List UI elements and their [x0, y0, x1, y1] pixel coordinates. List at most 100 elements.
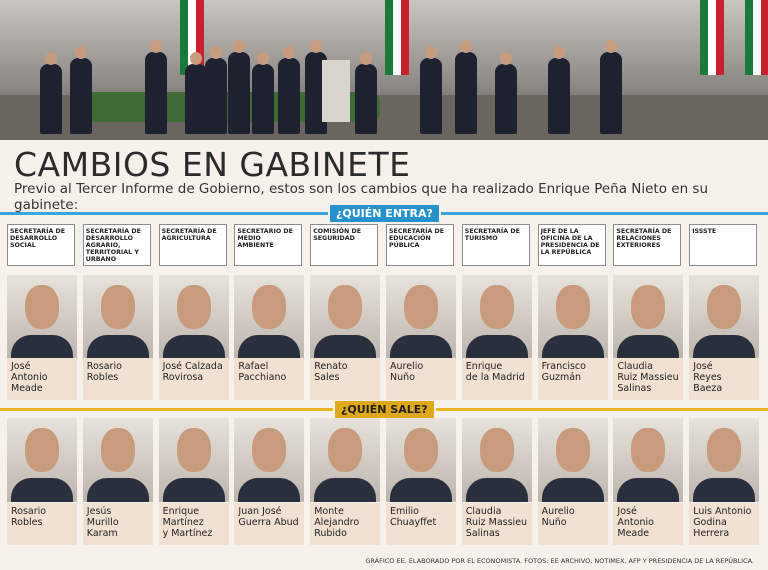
portrait-body — [617, 335, 680, 359]
department: SECRETARÍA DE DESARROLLO AGRARIO, TERRIT… — [82, 224, 151, 266]
subtitle: Previo al Tercer Informe de Gobierno, es… — [14, 181, 709, 213]
department: SECRETARÍA DE RELACIONES EXTERIORES — [613, 224, 682, 266]
portrait-head — [100, 428, 135, 472]
portrait-body — [11, 478, 73, 502]
portrait — [461, 275, 532, 359]
portrait — [7, 275, 77, 359]
person-name: Francisco Guzmán — [537, 358, 608, 400]
portrait — [386, 275, 456, 359]
portrait — [689, 275, 760, 359]
badge-leave: ¿QUIÉN SALE? — [333, 399, 436, 420]
person — [600, 40, 622, 134]
person-name: Enrique Martínez y Martínez — [158, 503, 229, 545]
portrait — [82, 418, 153, 502]
portrait-head — [25, 285, 59, 329]
portrait-body — [314, 335, 377, 359]
person-name: Juan José Guerra Abud — [234, 503, 305, 545]
person-name: Enrique de la Madrid — [461, 358, 532, 400]
person-name: Aurelio Nuño — [537, 503, 608, 545]
portrait — [537, 418, 608, 502]
person-name: Aurelio Nuño — [386, 358, 456, 400]
person — [420, 46, 442, 134]
department: SECRETARIO DE MEDIO AMBIENTE — [234, 224, 303, 266]
portrait-head — [25, 428, 59, 472]
portrait-body — [541, 478, 604, 502]
cabinet-photo — [0, 0, 768, 140]
person-name: Monte Alejandro Rubido — [310, 503, 381, 545]
portrait-body — [238, 335, 301, 359]
portrait-body — [238, 478, 301, 502]
credits: GRÁFICO EE. ELABORADO POR EL ECONOMISTA.… — [365, 557, 754, 565]
portrait-body — [541, 335, 604, 359]
person — [70, 46, 92, 134]
person — [40, 52, 62, 134]
portrait — [7, 418, 77, 502]
department: COMISIÓN DE SEGURIDAD — [310, 224, 379, 266]
portrait — [461, 418, 532, 502]
portrait-body — [693, 478, 756, 502]
department: JEFE DE LA OFICINA DE LA PRESIDENCIA DE … — [537, 224, 606, 266]
portrait-body — [162, 335, 225, 359]
portrait — [537, 275, 608, 359]
flag — [745, 0, 768, 75]
portrait-head — [631, 285, 666, 329]
person — [278, 46, 300, 134]
portrait-head — [176, 428, 211, 472]
person — [305, 40, 327, 134]
portrait — [158, 418, 229, 502]
person-name: José Antonio Meade — [7, 358, 77, 400]
portrait — [158, 275, 229, 359]
portrait — [689, 418, 760, 502]
person-name: Luis Antonio Godina Herrera — [689, 503, 760, 545]
person — [495, 52, 517, 134]
portrait-body — [693, 335, 756, 359]
portrait-body — [11, 335, 73, 359]
department: ISSSTE — [689, 224, 758, 266]
person-name: Emilio Chuayffet — [386, 503, 456, 545]
person-name: Jesús Murillo Karam — [82, 503, 153, 545]
person — [205, 46, 227, 134]
portrait-body — [390, 478, 452, 502]
person-name: Renato Sales — [310, 358, 381, 400]
portrait-body — [86, 335, 149, 359]
portrait-head — [404, 285, 438, 329]
portrait-head — [100, 285, 135, 329]
title: CAMBIOS EN GABINETE — [14, 145, 411, 184]
person-name: Rosario Robles — [82, 358, 153, 400]
person-name: Claudia Ruiz Massieu Salinas — [613, 358, 684, 400]
portrait — [82, 275, 153, 359]
person — [252, 52, 274, 134]
portrait-head — [328, 428, 363, 472]
person — [548, 46, 570, 134]
portrait — [234, 275, 305, 359]
department: SECRETARÍA DE TURISMO — [461, 224, 530, 266]
badge-enter: ¿QUIÉN ENTRA? — [328, 203, 441, 224]
department: SECRETARÍA DE DESARROLLO SOCIAL — [7, 224, 75, 266]
person-name: José Antonio Meade — [613, 503, 684, 545]
person-name: Claudia Ruiz Massieu Salinas — [461, 503, 532, 545]
portrait-head — [707, 428, 742, 472]
department: SECRETARÍA DE AGRICULTURA — [158, 224, 227, 266]
department: SECRETARÍA DE EDUCACIÓN PÚBLICA — [386, 224, 454, 266]
portrait-body — [390, 335, 452, 359]
portrait-head — [252, 285, 287, 329]
portrait — [386, 418, 456, 502]
portrait-head — [707, 285, 742, 329]
portrait-body — [465, 478, 528, 502]
portrait-head — [555, 285, 590, 329]
portrait — [613, 275, 684, 359]
portrait-head — [555, 428, 590, 472]
podium — [322, 60, 350, 122]
portrait-body — [617, 478, 680, 502]
flag — [700, 0, 724, 75]
portrait-body — [162, 478, 225, 502]
person — [228, 40, 250, 134]
portrait — [310, 275, 381, 359]
person-name: José Calzada Rovirosa — [158, 358, 229, 400]
portrait-head — [176, 285, 211, 329]
person-name: José Reyes Baeza — [689, 358, 760, 400]
portrait-head — [404, 428, 438, 472]
portrait — [234, 418, 305, 502]
portrait — [310, 418, 381, 502]
